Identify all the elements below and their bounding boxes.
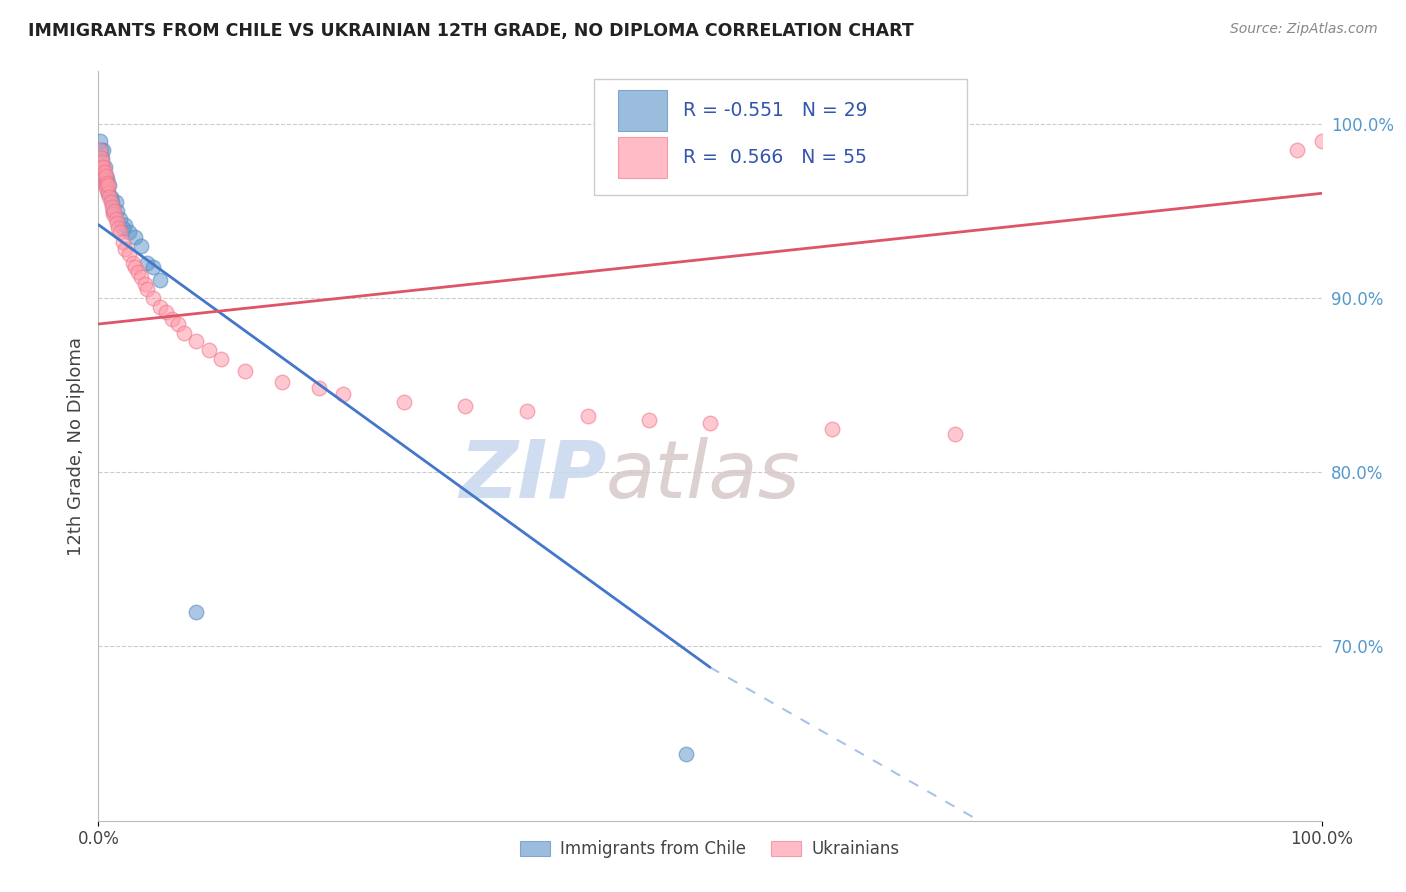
Point — [94, 181, 117, 195]
Point — [90, 160, 112, 174]
Point — [821, 421, 844, 435]
Point — [111, 235, 134, 249]
Point — [96, 172, 118, 186]
Point — [96, 176, 118, 190]
Point — [93, 172, 115, 186]
Text: atlas: atlas — [606, 437, 801, 515]
FancyBboxPatch shape — [619, 136, 668, 178]
Point — [94, 169, 117, 183]
Legend: Immigrants from Chile, Ukrainians: Immigrants from Chile, Ukrainians — [513, 833, 907, 864]
Point — [197, 343, 219, 358]
FancyBboxPatch shape — [593, 78, 967, 195]
Point — [91, 155, 114, 169]
Point — [110, 225, 132, 239]
Point — [94, 169, 117, 183]
Point — [699, 417, 721, 431]
Point — [97, 186, 120, 201]
Point — [1286, 143, 1309, 157]
Point — [233, 364, 256, 378]
Point — [114, 242, 136, 256]
Point — [129, 238, 152, 252]
Text: R =  0.566   N = 55: R = 0.566 N = 55 — [683, 148, 868, 167]
Point — [89, 134, 111, 148]
Point — [943, 426, 966, 441]
Point — [94, 178, 117, 192]
Text: Source: ZipAtlas.com: Source: ZipAtlas.com — [1230, 22, 1378, 37]
Point — [142, 291, 165, 305]
Point — [118, 225, 141, 239]
Point — [97, 178, 120, 192]
Text: IMMIGRANTS FROM CHILE VS UKRAINIAN 12TH GRADE, NO DIPLOMA CORRELATION CHART: IMMIGRANTS FROM CHILE VS UKRAINIAN 12TH … — [28, 22, 914, 40]
Point — [90, 143, 112, 157]
Y-axis label: 12th Grade, No Diploma: 12th Grade, No Diploma — [66, 336, 84, 556]
Point — [90, 152, 112, 166]
Point — [149, 273, 172, 287]
Point — [101, 195, 124, 210]
Point — [576, 409, 599, 424]
Point — [91, 152, 114, 166]
Point — [100, 190, 122, 204]
Point — [124, 230, 146, 244]
Point — [101, 203, 124, 218]
Point — [110, 212, 132, 227]
Point — [124, 260, 146, 274]
Point — [105, 216, 128, 230]
Point — [121, 256, 143, 270]
Point — [93, 178, 115, 192]
Point — [93, 165, 115, 179]
Point — [104, 195, 127, 210]
Point — [98, 178, 121, 192]
Point — [104, 212, 127, 227]
Point — [91, 143, 114, 157]
Point — [98, 190, 121, 204]
FancyBboxPatch shape — [619, 90, 668, 131]
Point — [111, 221, 134, 235]
Point — [155, 305, 177, 319]
Point — [308, 382, 330, 396]
Point — [129, 270, 152, 285]
Point — [186, 334, 208, 349]
Point — [136, 282, 159, 296]
Point — [209, 351, 232, 366]
Point — [101, 200, 124, 214]
Point — [107, 221, 129, 235]
Point — [91, 172, 114, 186]
Point — [118, 247, 141, 261]
Point — [103, 203, 125, 218]
Point — [134, 277, 156, 291]
Point — [100, 195, 122, 210]
Point — [332, 386, 354, 401]
Point — [454, 399, 477, 413]
Point — [160, 311, 183, 326]
Point — [167, 317, 190, 331]
Point — [637, 413, 661, 427]
Point — [93, 160, 115, 174]
Point — [515, 404, 537, 418]
Point — [392, 395, 416, 409]
Point — [142, 260, 165, 274]
Point — [127, 265, 149, 279]
Point — [1310, 134, 1333, 148]
Point — [270, 375, 294, 389]
Point — [149, 300, 172, 314]
Point — [105, 203, 128, 218]
Text: R = -0.551   N = 29: R = -0.551 N = 29 — [683, 101, 868, 120]
Point — [91, 169, 114, 183]
Point — [136, 256, 159, 270]
Point — [91, 165, 114, 179]
Point — [89, 143, 111, 157]
Point — [97, 186, 120, 201]
Point — [101, 207, 124, 221]
Point — [91, 160, 114, 174]
Point — [114, 218, 136, 232]
Point — [186, 605, 208, 619]
Text: ZIP: ZIP — [458, 437, 606, 515]
Point — [675, 747, 697, 762]
Point — [91, 160, 114, 174]
Point — [173, 326, 195, 340]
